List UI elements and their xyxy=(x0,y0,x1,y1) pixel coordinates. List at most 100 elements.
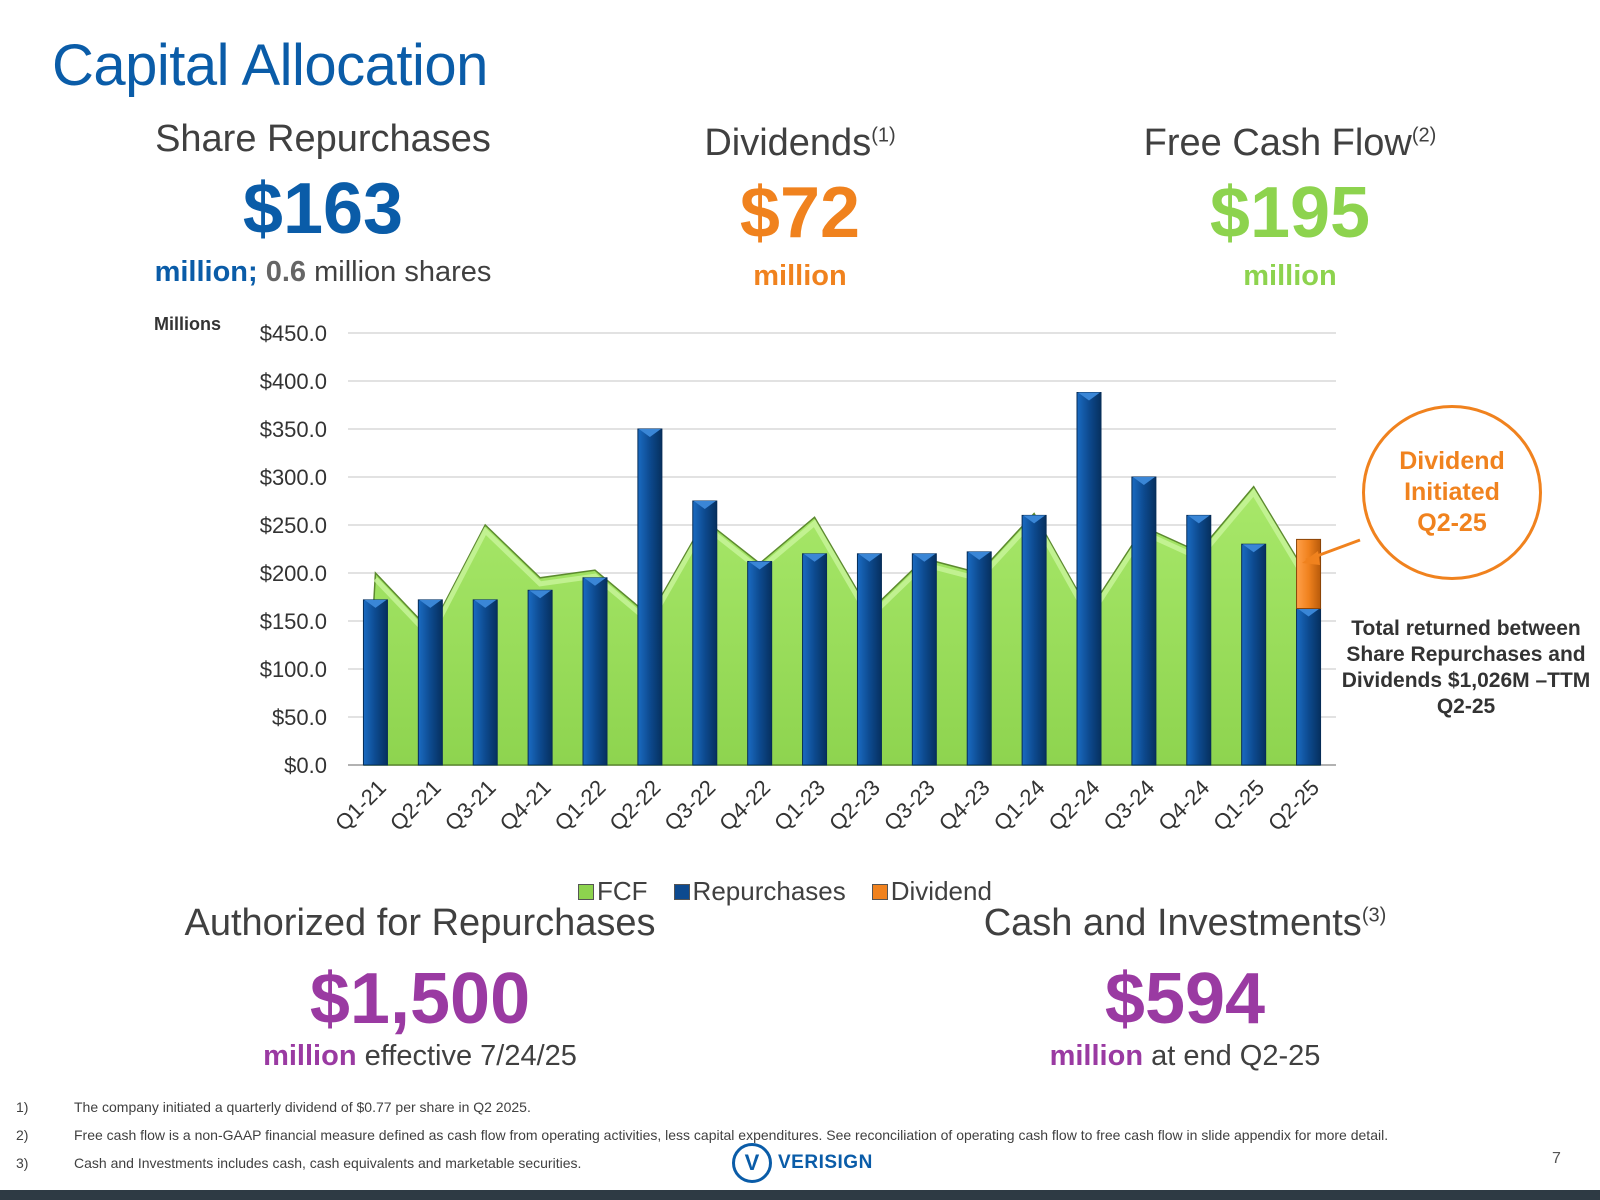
x-axis-ticks: Q1-21Q2-21Q3-21Q4-21Q1-22Q2-22Q3-22Q4-22… xyxy=(330,775,1324,836)
x-tick-label: Q4-22 xyxy=(714,775,775,836)
verisign-logo: V VERISIGN xyxy=(732,1143,873,1183)
fcf-label-text: Free Cash Flow xyxy=(1143,122,1412,164)
dividend-callout: Dividend Initiated Q2-25 xyxy=(1362,405,1542,580)
authorized-sub-unit: million xyxy=(263,1040,357,1072)
x-tick-label: Q1-23 xyxy=(769,775,830,836)
repurchase-bar-bevel xyxy=(529,590,552,599)
repurchase-bar-bevel xyxy=(1023,515,1046,524)
repurchase-bar-bevel xyxy=(1132,477,1155,485)
repurchase-bar xyxy=(802,553,828,766)
repurchase-bar-bevel xyxy=(638,429,661,437)
cash-label: Cash and Investments(3) xyxy=(930,902,1440,945)
fcf-sub: million xyxy=(1243,260,1337,292)
y-axis-label: Millions xyxy=(154,314,221,334)
x-tick-label: Q4-21 xyxy=(495,775,556,836)
x-tick-label: Q2-22 xyxy=(605,775,666,836)
repurchase-bar-bevel xyxy=(474,599,497,608)
repurchase-bar xyxy=(417,599,443,766)
dividends-value: $72 xyxy=(739,173,861,253)
repurchase-bar xyxy=(637,428,663,766)
legend-dividend-label: Dividend xyxy=(890,876,992,906)
repurchase-bar xyxy=(966,551,992,766)
x-tick-label: Q4-24 xyxy=(1153,775,1214,836)
repurchase-bar-bevel xyxy=(1078,392,1100,401)
legend-fcf: FCF xyxy=(578,876,648,907)
dividends-label-text: Dividends xyxy=(704,122,872,164)
total-returned-note: Total returned between Share Repurchases… xyxy=(1341,617,1591,718)
y-tick-label: $250.0 xyxy=(260,513,327,538)
page-number: 7 xyxy=(1552,1150,1561,1167)
authorized-value: $1,500 xyxy=(309,959,531,1039)
repurchase-bar-bevel xyxy=(1242,544,1265,553)
repurchase-bar-bevel xyxy=(803,553,826,562)
legend-dividend: Dividend xyxy=(871,876,992,907)
footnote-1-number: 1) xyxy=(16,1099,29,1115)
repurchase-bar xyxy=(1131,476,1157,766)
repurchase-bar-bevel xyxy=(693,501,716,509)
fcf-label: Free Cash Flow(2) xyxy=(1080,122,1500,165)
y-tick-label: $350.0 xyxy=(260,417,327,442)
repurchase-bar-bevel xyxy=(584,577,606,586)
x-tick-label: Q2-24 xyxy=(1044,775,1105,836)
legend-repurchases: Repurchases xyxy=(673,876,846,907)
legend-fcf-label: FCF xyxy=(597,876,648,906)
page-title: Capital Allocation xyxy=(52,33,488,98)
y-tick-label: $450.0 xyxy=(260,321,327,346)
footnote-3-text: Cash and Investments includes cash, cash… xyxy=(74,1155,582,1171)
legend-fcf-swatch xyxy=(578,883,594,900)
footnote-2-text: Free cash flow is a non-GAAP financial m… xyxy=(74,1127,1389,1143)
authorized-sub: million effective 7/24/25 xyxy=(150,1040,690,1073)
callout-arrow-head xyxy=(1302,551,1320,565)
y-tick-label: $300.0 xyxy=(260,465,327,490)
x-tick-label: Q4-23 xyxy=(934,775,995,836)
x-tick-label: Q1-22 xyxy=(550,775,611,836)
verisign-logo-mark: V xyxy=(732,1143,772,1183)
repurchase-bar xyxy=(1021,514,1047,766)
x-tick-label: Q1-25 xyxy=(1208,775,1269,836)
y-tick-label: $0.0 xyxy=(284,753,327,778)
repurchase-bar-bevel xyxy=(968,551,991,560)
repurchase-bar xyxy=(527,589,553,766)
x-tick-label: Q1-21 xyxy=(330,775,391,836)
dividend-callout-text: Dividend Initiated Q2-25 xyxy=(1399,447,1505,537)
repurchases-sub-shares: 0.6 xyxy=(265,256,307,288)
footnote-1-text: The company initiated a quarterly divide… xyxy=(74,1099,531,1115)
repurchases-sub: million; 0.6 million shares xyxy=(118,256,528,289)
y-tick-label: $150.0 xyxy=(260,609,327,634)
repurchase-bar xyxy=(582,577,608,766)
y-tick-label: $400.0 xyxy=(260,369,327,394)
repurchase-bar-bevel xyxy=(1297,608,1320,617)
repurchases-sub-text: million shares xyxy=(314,256,492,288)
cash-value: $594 xyxy=(1104,959,1266,1039)
legend-repurchases-swatch xyxy=(673,883,690,900)
dividends-sub: million xyxy=(753,260,847,292)
legend-repurchases-label: Repurchases xyxy=(692,876,846,906)
repurchase-bar xyxy=(1076,392,1102,766)
y-axis-ticks: $0.0 $50.0 $100.0 $150.0 $200.0 $250.0 $300.0 $… xyxy=(260,321,327,778)
cash-sub-text: at end Q2-25 xyxy=(1151,1040,1321,1072)
x-tick-label: Q3-22 xyxy=(659,775,720,836)
y-tick-label: $200.0 xyxy=(260,561,327,586)
x-tick-label: Q3-21 xyxy=(440,775,501,836)
repurchase-bar xyxy=(362,599,388,766)
repurchase-bars xyxy=(362,392,1322,766)
verisign-logo-text: VERISIGN xyxy=(778,1152,873,1173)
repurchases-sub-unit: million; xyxy=(154,256,258,288)
y-tick-label: $50.0 xyxy=(272,705,327,730)
repurchase-bar-bevel xyxy=(913,553,936,562)
repurchase-bar xyxy=(747,560,773,766)
repurchase-bar-bevel xyxy=(419,599,442,608)
repurchase-bar xyxy=(472,599,498,766)
footnote-3-number: 3) xyxy=(16,1155,29,1171)
footer-bar xyxy=(0,1190,1600,1200)
repurchase-bar xyxy=(692,500,718,766)
repurchase-bar xyxy=(856,553,882,766)
x-tick-label: Q3-24 xyxy=(1099,775,1160,836)
fcf-value: $195 xyxy=(1209,173,1371,253)
chart-legend: FCF Repurchases Dividend xyxy=(578,876,1010,907)
cash-footnote-ref: (3) xyxy=(1361,904,1387,927)
repurchase-bar xyxy=(1186,514,1212,766)
cash-label-text: Cash and Investments xyxy=(983,902,1362,944)
y-tick-label: $100.0 xyxy=(260,657,327,682)
